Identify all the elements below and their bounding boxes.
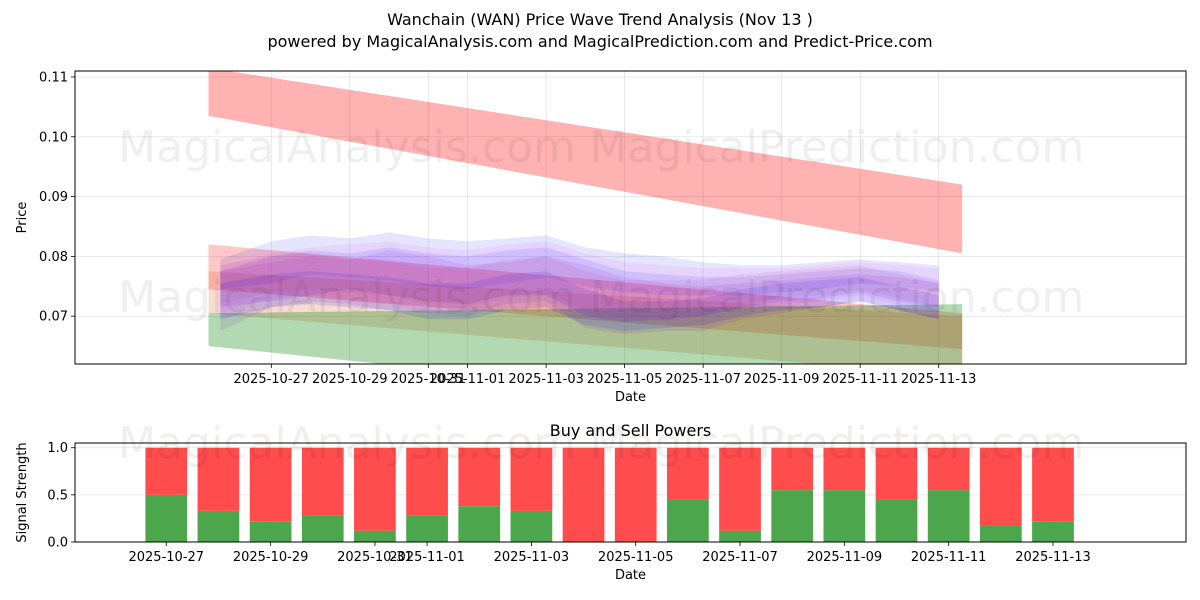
top-y-tick-label: 0.08	[39, 250, 68, 265]
bottom-frame	[74, 442, 1187, 543]
top-x-tick-label: 2025-10-29	[312, 372, 388, 387]
sell-bar	[771, 447, 814, 491]
watermark-bottom-left: MagicalAnalysis.com	[118, 418, 576, 469]
trend-band	[208, 271, 963, 364]
buy-bar	[458, 506, 501, 542]
top-x-tick-label: 2025-11-01	[430, 372, 506, 387]
sell-bar	[979, 447, 1022, 526]
bottom-x-tick-label: 2025-10-31	[337, 550, 413, 565]
wave-band	[220, 271, 939, 332]
price-plot-area	[208, 71, 963, 364]
buy-bar	[197, 510, 240, 542]
buy-bar	[301, 515, 344, 542]
buy-bar	[823, 490, 866, 542]
buy-bar	[510, 510, 553, 542]
wave-band	[220, 247, 939, 323]
bottom-x-tick-label: 2025-11-01	[389, 550, 465, 565]
top-x-tick-label: 2025-10-31	[391, 372, 467, 387]
watermark-top-left: MagicalAnalysis.com	[118, 122, 576, 173]
top-x-tick-label: 2025-11-07	[665, 372, 741, 387]
watermark-bottom-right: MagicalPrediction.com	[590, 418, 1085, 469]
bottom-x-tick-label: 2025-10-29	[233, 550, 309, 565]
sell-bar	[406, 447, 448, 516]
sell-bar	[719, 447, 761, 531]
watermark-mid-right: MagicalPrediction.com	[590, 272, 1085, 323]
bottom-y-tick-label: 0.5	[47, 488, 68, 503]
bottom-x-tick-label: 2025-11-09	[807, 550, 883, 565]
bottom-x-tick-label: 2025-11-03	[494, 550, 570, 565]
sell-bar	[301, 447, 344, 516]
bottom-x-tick-label: 2025-11-05	[598, 550, 674, 565]
wave-band	[220, 241, 939, 320]
wave-band	[220, 253, 939, 317]
bottom-y-axis-label: Signal Strength	[15, 442, 30, 542]
buy-bar	[927, 490, 970, 542]
watermark-mid-left: MagicalAnalysis.com	[118, 272, 576, 323]
top-y-tick-label: 0.09	[39, 190, 68, 205]
buy-bar	[406, 515, 448, 542]
sell-bar	[875, 447, 918, 500]
bottom-x-tick-label: 2025-11-11	[911, 550, 987, 565]
chart-subtitle: powered by MagicalAnalysis.com and Magic…	[267, 32, 932, 51]
wave-band	[220, 232, 939, 296]
sell-bar	[823, 447, 866, 491]
buy-bar	[719, 530, 761, 542]
top-y-tick-label: 0.11	[39, 70, 68, 85]
buy-bar	[354, 530, 396, 542]
top-x-tick-label: 2025-11-09	[744, 372, 820, 387]
sell-bar	[510, 447, 553, 511]
bars-area	[145, 447, 1074, 542]
watermark-top-right: MagicalPrediction.com	[590, 122, 1085, 173]
sell-bar	[145, 447, 188, 495]
top-x-tick-label: 2025-11-13	[901, 372, 977, 387]
sell-bar	[614, 447, 657, 542]
sell-bar	[354, 447, 396, 531]
bottom-y-tick-label: 0.0	[47, 536, 68, 551]
top-x-tick-label: 2025-11-03	[508, 372, 584, 387]
buy-bar	[249, 521, 292, 542]
buy-sell-title: Buy and Sell Powers	[550, 421, 712, 440]
buy-bar	[771, 490, 814, 542]
sell-bar	[927, 447, 970, 491]
sell-bar	[249, 447, 292, 522]
chart-title: Wanchain (WAN) Price Wave Trend Analysis…	[387, 10, 813, 29]
bottom-x-tick-label: 2025-11-13	[1015, 550, 1091, 565]
sell-bar	[458, 447, 501, 507]
sell-bar	[562, 447, 605, 542]
buy-bar	[667, 499, 709, 542]
bottom-x-axis-label: Date	[615, 568, 646, 583]
bottom-x-tick-label: 2025-10-27	[128, 550, 204, 565]
sell-bar	[197, 447, 240, 511]
top-x-tick-label: 2025-10-27	[234, 372, 310, 387]
buy-bar	[875, 499, 918, 542]
buy-bar	[1032, 521, 1074, 542]
sell-bar	[667, 447, 709, 500]
price-wave-panel: 0.07 0.08 0.09 0.10 0.11 2025-10-27 2025-10-29…	[15, 70, 1187, 405]
buy-bar	[145, 494, 188, 542]
top-x-tick-label: 2025-11-11	[822, 372, 898, 387]
top-x-tick-label: 2025-11-05	[587, 372, 663, 387]
top-grid	[75, 71, 1186, 364]
trend-band	[208, 304, 963, 364]
top-y-tick-label: 0.07	[39, 310, 68, 325]
wave-band	[220, 250, 939, 335]
sell-bar	[1032, 447, 1074, 522]
top-y-tick-label: 0.10	[39, 130, 68, 145]
bottom-x-tick-label: 2025-11-07	[702, 550, 778, 565]
top-y-axis-label: Price	[15, 202, 30, 234]
top-x-axis-label: Date	[615, 390, 646, 405]
trend-band	[208, 71, 963, 254]
bottom-y-tick-label: 1.0	[47, 441, 68, 456]
trend-band	[208, 244, 963, 350]
top-frame	[74, 70, 1187, 365]
buy-bar	[979, 525, 1022, 542]
